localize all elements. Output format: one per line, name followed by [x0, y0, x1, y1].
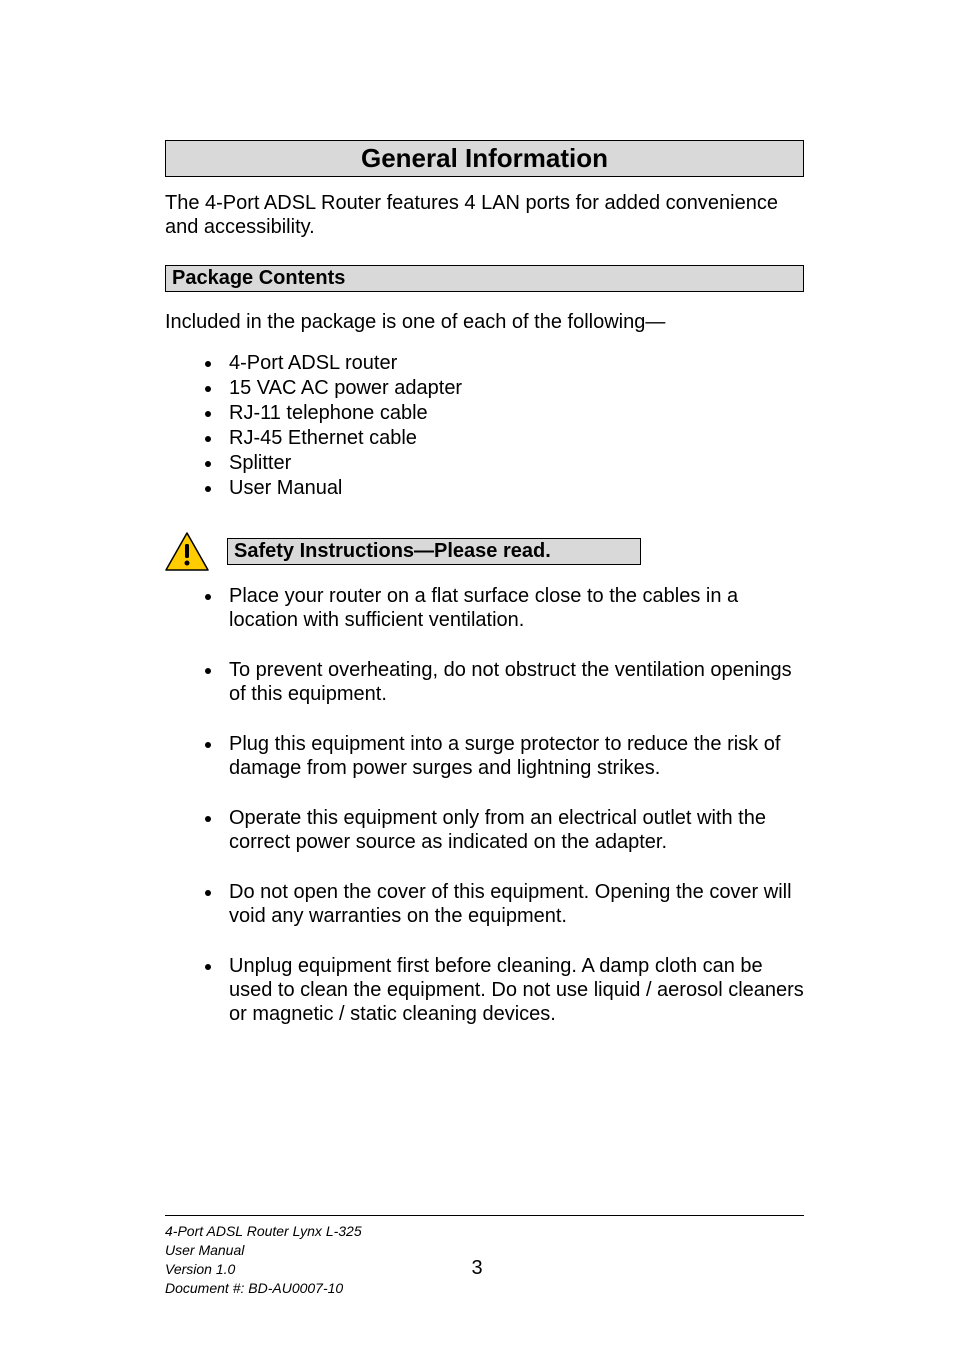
safety-list: Place your router on a flat surface clos…: [223, 584, 804, 1026]
package-lead: Included in the package is one of each o…: [165, 310, 804, 334]
list-item: RJ-11 telephone cable: [223, 402, 804, 425]
package-heading: Package Contents: [165, 265, 804, 292]
list-item: Splitter: [223, 452, 804, 475]
warning-icon: [165, 532, 209, 572]
safety-block: Safety Instructions—Please read.: [165, 530, 804, 570]
list-item: 15 VAC AC power adapter: [223, 377, 804, 400]
list-item: RJ-45 Ethernet cable: [223, 427, 804, 450]
document-page: General Information The 4-Port ADSL Rout…: [0, 0, 954, 1350]
list-item: Plug this equipment into a surge protect…: [223, 732, 804, 780]
footer-line-4: Document #: BD-AU0007-10: [165, 1279, 804, 1298]
main-heading: General Information: [165, 140, 804, 177]
footer-rule: [165, 1215, 804, 1216]
list-item: Operate this equipment only from an elec…: [223, 806, 804, 854]
footer-line-1: 4-Port ADSL Router Lynx L-325: [165, 1222, 804, 1241]
page-number: 3: [0, 1257, 954, 1280]
list-item: To prevent overheating, do not obstruct …: [223, 658, 804, 706]
intro-paragraph: The 4-Port ADSL Router features 4 LAN po…: [165, 191, 804, 239]
safety-heading: Safety Instructions—Please read.: [227, 538, 641, 565]
list-item: User Manual: [223, 477, 804, 500]
list-item: Do not open the cover of this equipment.…: [223, 880, 804, 928]
package-list: 4-Port ADSL router 15 VAC AC power adapt…: [223, 352, 804, 500]
list-item: Place your router on a flat surface clos…: [223, 584, 804, 632]
list-item: Unplug equipment first before cleaning. …: [223, 954, 804, 1026]
list-item: 4-Port ADSL router: [223, 352, 804, 375]
